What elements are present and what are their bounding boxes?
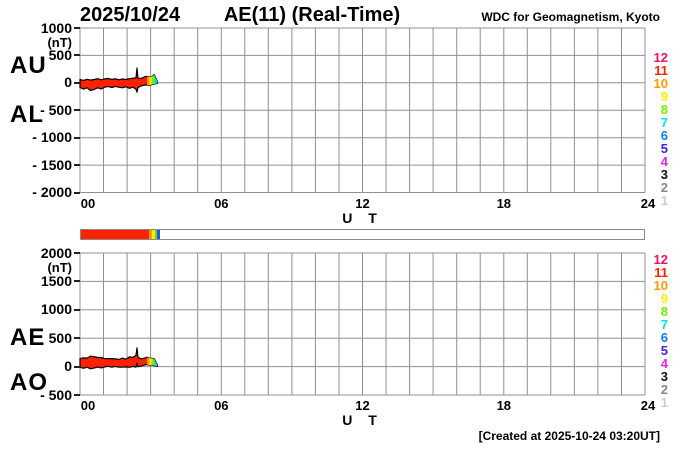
station-count-6: 6	[660, 128, 668, 143]
station-count-tail-segment	[147, 347, 150, 369]
station-count-tail-segment	[151, 68, 155, 93]
organization-label: WDC for Geomagnetism, Kyoto	[481, 10, 660, 24]
station-count-5: 5	[660, 343, 668, 358]
created-timestamp: [Created at 2025-10-24 03:20UT]	[478, 429, 660, 443]
y-axis-unit: (nT)	[47, 35, 72, 50]
y-tick-label: - 500	[40, 101, 72, 118]
y-tick-mark	[74, 54, 80, 57]
station-count-10: 10	[653, 278, 668, 293]
ae-ao-plot-area	[79, 252, 646, 396]
y-tick-mark	[74, 280, 80, 283]
station-count-tail-segment	[149, 68, 152, 93]
ao-axis-label: AO	[10, 369, 48, 396]
station-count-6: 6	[660, 330, 668, 345]
data-availability-bar	[80, 229, 645, 240]
station-count-4: 4	[660, 356, 668, 371]
AU-AL-band	[79, 67, 159, 93]
page-title: AE(11) (Real-Time)	[223, 4, 401, 26]
availability-segment	[157, 230, 160, 239]
station-count-2: 2	[660, 382, 668, 397]
y-tick-mark	[74, 109, 80, 112]
ae-axis-label: AE	[10, 324, 46, 351]
y-tick-label: 0	[64, 358, 72, 375]
x-tick-label: 12	[355, 195, 370, 211]
y-tick-mark	[74, 308, 80, 311]
plot-date: 2025/10/24	[80, 4, 181, 26]
x-axis-label: U T	[342, 412, 383, 428]
x-tick-label: 06	[214, 398, 229, 413]
station-count-4: 4	[660, 154, 668, 169]
station-count-tail-segment	[147, 68, 150, 93]
au-axis-label: AU	[10, 52, 47, 79]
station-count-12: 12	[653, 50, 668, 65]
x-tick-label: 18	[496, 195, 512, 211]
x-tick-label: 18	[496, 398, 512, 413]
station-count-11: 11	[654, 265, 668, 280]
y-tick-label: - 1000	[32, 129, 72, 146]
y-tick-label: 500	[48, 46, 72, 63]
y-tick-label: 1500	[40, 272, 72, 289]
grid-lines	[79, 27, 646, 193]
y-tick-mark	[74, 81, 80, 84]
availability-segment	[148, 230, 152, 239]
y-tick-mark	[74, 365, 80, 368]
station-count-1: 1	[660, 193, 668, 208]
y-tick-label: - 500	[40, 386, 72, 403]
station-count-tail-segment	[154, 68, 158, 93]
x-axis-label: U T	[342, 209, 383, 226]
x-tick-label: 06	[214, 195, 229, 211]
y-tick-label: 2000	[40, 244, 72, 261]
y-tick-mark	[74, 191, 80, 194]
y-tick-label: 1000	[40, 19, 72, 36]
station-count-12: 12	[653, 252, 668, 267]
y-tick-label: 0	[64, 74, 72, 91]
station-count-10: 10	[653, 76, 668, 91]
station-count-7: 7	[660, 115, 668, 130]
au-al-plot-area	[79, 27, 646, 193]
x-tick-label: 00	[80, 398, 96, 413]
station-count-5: 5	[660, 141, 668, 156]
AE-AO-band	[79, 347, 159, 370]
al-axis-label: AL	[10, 101, 44, 128]
y-tick-mark	[74, 337, 80, 340]
station-count-tail-segment	[151, 347, 155, 369]
y-tick-label: 500	[48, 329, 72, 346]
y-tick-mark	[74, 136, 80, 139]
availability-segment	[81, 230, 149, 239]
availability-segment	[151, 230, 155, 239]
y-tick-label: 1000	[40, 301, 72, 318]
station-count-2: 2	[660, 180, 668, 195]
availability-segment	[154, 230, 157, 239]
station-count-tail-segment	[154, 347, 158, 369]
y-axis-unit: (nT)	[47, 260, 72, 275]
station-count-9: 9	[660, 89, 668, 104]
x-tick-label: 12	[355, 398, 370, 413]
grid-lines	[79, 252, 646, 396]
x-tick-label: 24	[640, 195, 656, 211]
station-count-3: 3	[660, 369, 668, 384]
station-count-7: 7	[660, 317, 668, 332]
x-tick-label: 00	[80, 195, 96, 211]
y-tick-mark	[74, 164, 80, 167]
station-count-1: 1	[660, 395, 668, 410]
y-tick-mark	[74, 27, 80, 29]
y-tick-mark	[74, 394, 80, 396]
station-count-8: 8	[660, 102, 668, 117]
station-count-8: 8	[660, 304, 668, 319]
station-count-9: 9	[660, 291, 668, 306]
station-count-3: 3	[660, 167, 668, 182]
station-count-tail-segment	[149, 347, 152, 369]
station-count-11: 11	[654, 63, 668, 78]
y-tick-label: - 2000	[32, 184, 72, 200]
x-tick-label: 24	[640, 398, 656, 413]
y-tick-label: - 1500	[32, 156, 72, 173]
y-tick-mark	[74, 252, 80, 254]
